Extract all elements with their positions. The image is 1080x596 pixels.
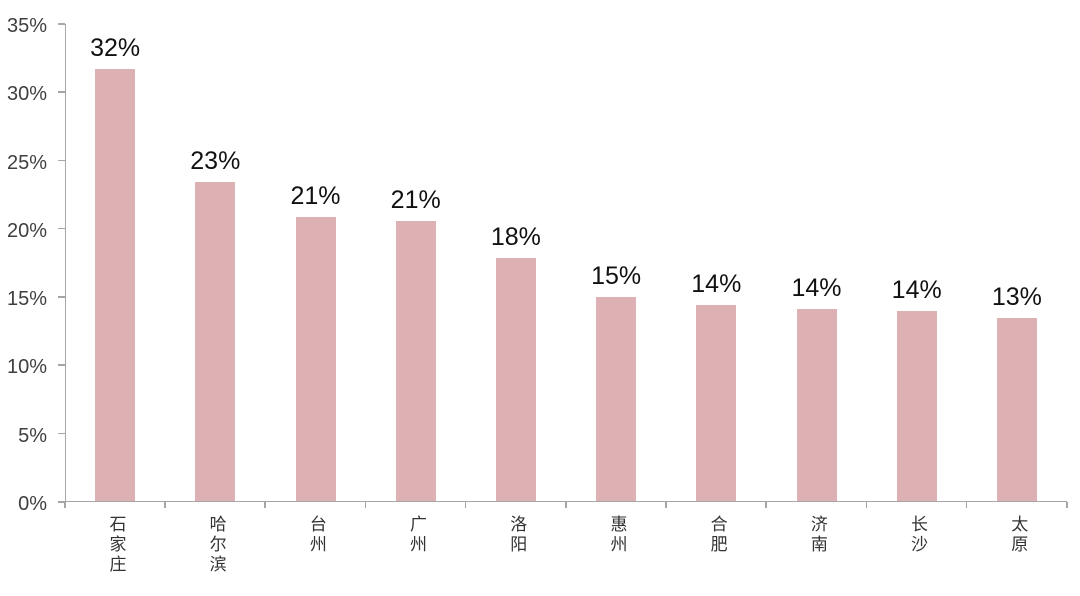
bar bbox=[796, 309, 837, 501]
x-category-label: 台州 bbox=[306, 515, 326, 555]
bar bbox=[495, 257, 536, 501]
x-category-label: 洛阳 bbox=[507, 515, 527, 555]
bar bbox=[996, 317, 1037, 501]
bar bbox=[195, 182, 236, 501]
bar bbox=[395, 220, 436, 501]
x-axis-tick bbox=[364, 502, 367, 508]
bar-value-label: 23% bbox=[190, 147, 241, 176]
y-axis-tick-label: 0% bbox=[18, 493, 47, 515]
bar bbox=[95, 69, 136, 501]
x-category-label: 广州 bbox=[407, 515, 427, 555]
x-axis-tick bbox=[665, 502, 667, 508]
bar bbox=[696, 305, 737, 501]
bar-value-label: 14% bbox=[891, 275, 942, 304]
y-axis-tick bbox=[58, 227, 65, 230]
x-category-label: 长沙 bbox=[908, 515, 928, 555]
x-axis-tick bbox=[565, 502, 567, 508]
x-category-label: 合肥 bbox=[707, 515, 727, 555]
x-axis-tick bbox=[464, 502, 467, 508]
bar-value-label: 32% bbox=[90, 34, 141, 63]
y-axis-tick-label: 10% bbox=[6, 356, 47, 379]
x-axis-tick bbox=[865, 502, 868, 508]
y-axis-tick-label: 5% bbox=[18, 424, 47, 447]
y-axis-tick bbox=[58, 501, 65, 503]
y-axis-tick bbox=[58, 23, 65, 25]
y-axis-tick-label: 30% bbox=[6, 83, 47, 106]
y-axis-tick bbox=[58, 159, 65, 162]
y-axis-tick bbox=[58, 432, 65, 435]
y-axis-tick-label: 20% bbox=[6, 219, 47, 242]
bar-value-label: 18% bbox=[490, 222, 541, 251]
y-axis-tick bbox=[58, 296, 65, 298]
x-axis-tick bbox=[765, 502, 767, 508]
x-axis-tick bbox=[1066, 502, 1068, 508]
y-axis-tick-label: 15% bbox=[6, 288, 47, 311]
x-axis-tick bbox=[965, 502, 968, 508]
x-axis-tick bbox=[64, 502, 66, 508]
bar-value-label: 14% bbox=[691, 270, 742, 299]
bar bbox=[596, 297, 637, 501]
bar bbox=[295, 216, 336, 501]
x-category-label: 惠州 bbox=[607, 515, 627, 555]
y-axis-tick bbox=[58, 364, 65, 366]
x-category-label: 石家庄 bbox=[106, 515, 126, 575]
y-axis-tick bbox=[58, 91, 65, 93]
bar-value-label: 21% bbox=[290, 181, 341, 210]
x-category-label: 太原 bbox=[1008, 515, 1028, 555]
bar-value-label: 14% bbox=[791, 274, 842, 303]
y-axis-tick-label: 35% bbox=[6, 15, 47, 37]
x-axis-tick bbox=[264, 502, 266, 508]
x-category-label: 济南 bbox=[807, 515, 827, 555]
bar bbox=[896, 310, 937, 501]
x-axis-tick bbox=[164, 502, 166, 508]
plot-area bbox=[65, 24, 1067, 502]
bar-value-label: 13% bbox=[991, 282, 1042, 311]
x-category-label: 哈尔滨 bbox=[206, 515, 226, 575]
bar-value-label: 21% bbox=[390, 185, 441, 214]
bar-value-label: 15% bbox=[591, 262, 642, 291]
y-axis-tick-label: 25% bbox=[6, 151, 47, 174]
